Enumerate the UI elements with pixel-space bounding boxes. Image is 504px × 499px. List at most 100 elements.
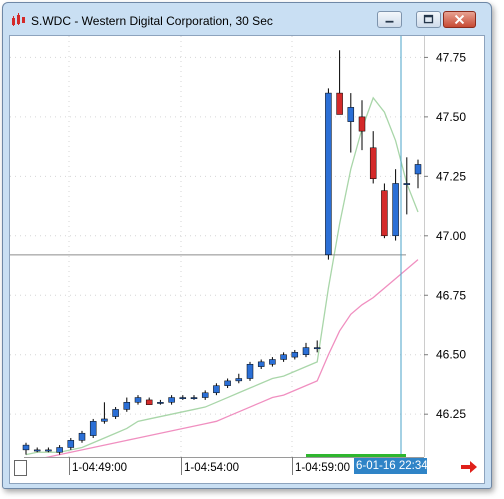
title-bar[interactable]: S.WDC - Western Digital Corporation, 30 … <box>3 3 491 33</box>
candle-body <box>56 447 63 453</box>
candle-body <box>336 92 343 115</box>
candle-body <box>45 449 52 452</box>
up-candle <box>280 352 287 362</box>
moving-average-slow <box>45 259 419 457</box>
up-candle <box>201 390 209 400</box>
candle-body <box>101 418 108 422</box>
candle-body <box>414 164 422 175</box>
candle-body <box>67 440 75 448</box>
close-icon <box>454 14 465 25</box>
candle-body <box>358 116 366 132</box>
window-title: S.WDC - Western Digital Corporation, 30 … <box>31 14 273 28</box>
up-candle <box>190 395 198 400</box>
price-tick-label: 47.75 <box>436 50 466 64</box>
up-candle <box>123 397 131 412</box>
candle-body <box>201 392 209 398</box>
candle-body <box>313 347 321 350</box>
up-candle <box>78 430 86 443</box>
candle-body <box>89 421 97 436</box>
price-tick-label: 47.25 <box>436 169 466 183</box>
up-candle <box>157 399 164 405</box>
price-tick-label: 47.50 <box>436 110 466 124</box>
minimize-button[interactable] <box>377 11 402 28</box>
chart-app-icon <box>12 13 25 26</box>
close-button[interactable] <box>443 11 476 28</box>
moving-average-fast <box>25 96 419 456</box>
up-candle <box>403 157 411 215</box>
candle-body <box>145 399 153 405</box>
candle-body <box>246 363 254 379</box>
maximize-button[interactable] <box>416 11 441 28</box>
down-candle <box>358 100 366 151</box>
maximize-icon <box>423 14 434 24</box>
time-axis-line <box>24 457 424 458</box>
time-tick-label: 1-04:54:00 <box>184 462 239 474</box>
up-candle <box>112 407 119 419</box>
candle-body <box>235 378 243 382</box>
candle-body <box>112 409 119 417</box>
cursor-time-label: 6-01-16 22:34:00 <box>354 458 444 474</box>
price-tick-label: 46.25 <box>436 407 466 421</box>
price-chart[interactable] <box>10 36 424 457</box>
up-candle <box>168 395 175 405</box>
time-axis[interactable]: 1-04:49:00 1-04:54:00 1-04:59:00 6-01-16… <box>10 454 484 483</box>
down-candle <box>336 50 343 115</box>
up-candle <box>325 88 332 260</box>
chart-window: S.WDC - Western Digital Corporation, 30 … <box>2 2 492 489</box>
up-candle <box>347 93 355 153</box>
candle-body <box>280 354 287 360</box>
candle-body <box>190 397 198 399</box>
up-candle <box>33 447 41 453</box>
up-candle <box>414 159 422 189</box>
candle-body <box>257 361 265 367</box>
up-candle <box>269 357 276 367</box>
up-candle <box>213 383 220 396</box>
candle-body <box>78 432 86 441</box>
chart-client-area: 47.75 47.50 47.25 47.00 46.75 46.50 46.25 1-04… <box>9 35 485 484</box>
up-candle <box>45 447 52 453</box>
candle-body <box>168 397 175 403</box>
up-candle <box>302 342 310 358</box>
up-candle <box>235 373 243 384</box>
down-candle <box>145 397 153 405</box>
red-right-arrow-icon[interactable] <box>460 460 478 474</box>
up-candle <box>179 395 187 400</box>
up-candle <box>22 442 30 455</box>
down-candle <box>381 183 388 239</box>
candle-body <box>224 380 231 386</box>
minimize-icon <box>385 20 394 23</box>
price-tick-label: 46.50 <box>436 348 466 362</box>
candle-body <box>123 402 131 410</box>
time-tick <box>181 457 182 475</box>
up-candle <box>67 437 75 450</box>
candle-body <box>179 397 187 399</box>
down-candle <box>369 131 377 184</box>
time-tick <box>69 457 70 475</box>
up-candle <box>101 402 108 424</box>
up-candle <box>224 378 231 389</box>
time-axis-scroll-box[interactable] <box>14 460 27 476</box>
candle-body <box>381 190 388 237</box>
candle-body <box>134 397 142 403</box>
up-candle <box>246 361 254 381</box>
up-candle <box>392 169 399 241</box>
candle-body <box>157 402 164 404</box>
up-candle <box>257 359 265 369</box>
candle-body <box>213 385 220 394</box>
time-tick-label: 1-04:49:00 <box>72 462 127 474</box>
scroll-position-bar[interactable] <box>306 454 406 457</box>
price-tick-label: 46.75 <box>436 288 466 302</box>
up-candle <box>313 340 321 353</box>
candle-body <box>33 449 41 452</box>
candle-body <box>392 183 399 237</box>
candle-body <box>325 92 332 256</box>
time-tick-label: 1-04:59:00 <box>295 462 350 474</box>
up-candle <box>89 418 97 438</box>
candle-body <box>347 107 355 122</box>
candle-body <box>22 444 30 451</box>
candle-body <box>369 147 377 179</box>
candle-body <box>302 347 310 355</box>
candle-body <box>291 352 299 358</box>
price-tick-label: 47.00 <box>436 229 466 243</box>
price-axis[interactable]: 47.75 47.50 47.25 47.00 46.75 46.50 46.25 <box>424 36 484 457</box>
